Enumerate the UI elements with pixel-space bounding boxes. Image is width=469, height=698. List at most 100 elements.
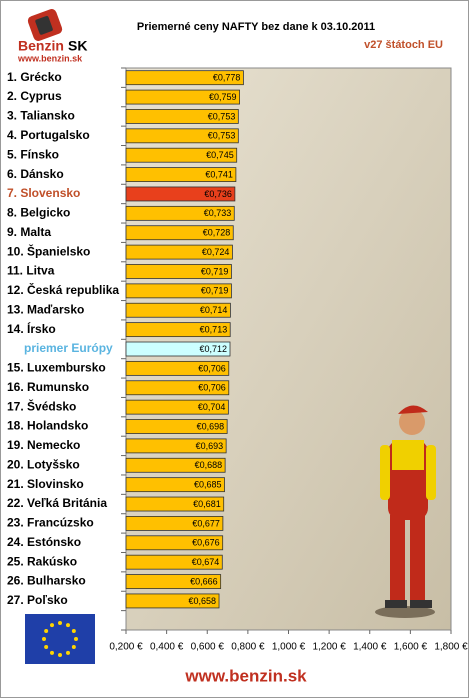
value-label: €0,724: [202, 247, 230, 257]
bar: [125, 186, 236, 202]
bar: [125, 516, 224, 531]
footer-url: www.benzin.sk: [184, 666, 307, 685]
category-label: 14. Írsko: [7, 321, 56, 336]
value-label: €0,674: [192, 557, 220, 567]
x-tick-label: 1,600 €: [394, 642, 428, 653]
bar: [125, 264, 232, 279]
flag-star: [66, 650, 70, 655]
bar: [125, 554, 223, 570]
category-label: 10. Španielsko: [7, 243, 90, 258]
category-label: 26. Bulharsko: [7, 574, 86, 588]
flag-star: [50, 650, 54, 655]
category-label: priemer Európy: [24, 341, 113, 355]
category-label: 18. Holandsko: [7, 419, 88, 433]
value-label: €0,688: [195, 460, 223, 470]
category-label: 15. Luxembursko: [7, 361, 106, 375]
bar: [125, 128, 239, 144]
value-label: €0,706: [198, 383, 226, 393]
category-label: 6. Dánsko: [7, 167, 64, 181]
value-label: €0,698: [197, 421, 225, 431]
x-tick-label: 0,400 €: [150, 642, 184, 653]
bar: [125, 438, 227, 454]
value-label: €0,719: [201, 286, 229, 296]
value-label: €0,713: [200, 324, 228, 334]
bar: [125, 593, 220, 609]
x-tick-label: 1,000 €: [272, 642, 306, 653]
value-label: €0,685: [194, 480, 222, 490]
value-label: €0,745: [206, 150, 234, 160]
value-label: €0,759: [209, 92, 237, 102]
value-label: €0,778: [213, 73, 241, 83]
value-label: €0,719: [201, 266, 229, 276]
bar: [125, 147, 238, 163]
value-label: €0,677: [192, 518, 220, 528]
bar: [125, 70, 244, 86]
value-label: €0,712: [199, 344, 227, 354]
bar: [125, 225, 234, 241]
category-label: 19. Nemecko: [7, 438, 80, 452]
category-label: 13. Maďarsko: [7, 302, 84, 316]
flag-star: [42, 637, 46, 641]
bar: [125, 360, 230, 376]
mascot: [375, 405, 436, 618]
logo-name: Benzin: [18, 38, 64, 54]
category-label: 5. Fínsko: [7, 147, 59, 161]
bar: [125, 341, 231, 357]
category-label: 27. Poľsko: [7, 593, 68, 607]
value-label: €0,714: [200, 305, 228, 315]
bar: [125, 302, 231, 318]
x-tick-label: 1,200 €: [312, 642, 346, 653]
bar: [125, 167, 237, 182]
bar: [125, 205, 235, 221]
bar: [125, 574, 222, 589]
value-label: €0,658: [189, 596, 217, 606]
value-label: €0,681: [193, 499, 221, 509]
value-label: €0,736: [204, 189, 232, 199]
flag-star: [44, 645, 49, 649]
category-label: 17. Švédsko: [7, 398, 76, 413]
chart-title: Priemerné ceny NAFTY bez dane k 03.10.20…: [137, 21, 375, 33]
bar: [125, 457, 226, 473]
bar: [125, 322, 231, 338]
category-label: 4. Portugalsko: [7, 128, 90, 142]
category-label: 11. Litva: [7, 264, 55, 278]
flag-star: [44, 629, 49, 633]
category-label: 2. Cyprus: [7, 89, 62, 103]
category-label: 12. Česká republika: [7, 282, 119, 297]
value-label: €0,741: [205, 169, 233, 179]
value-label: €0,728: [203, 228, 231, 238]
category-label: 21. Slovinsko: [7, 477, 84, 491]
x-tick-label: 0,200 €: [109, 642, 143, 653]
value-label: €0,706: [198, 363, 226, 373]
flag-star: [71, 629, 76, 633]
category-label: 3. Taliansko: [7, 109, 75, 123]
value-label: €0,704: [198, 402, 226, 412]
eu-flag: [25, 614, 95, 664]
bar: [125, 399, 229, 415]
category-label: 9. Malta: [7, 225, 51, 239]
category-label: 25. Rakúsko: [7, 554, 77, 568]
flag-star: [71, 645, 76, 649]
category-label: 23. Francúzsko: [7, 516, 94, 530]
flag-star: [74, 637, 78, 641]
x-tick-label: 0,600 €: [191, 642, 225, 653]
bar: [125, 89, 240, 105]
chart-subtitle: v27 štátoch EU: [364, 39, 443, 51]
bar: [125, 244, 233, 260]
flag-star: [50, 623, 54, 628]
category-label: 7. Slovensko: [7, 186, 80, 200]
category-label: 20. Lotyšsko: [7, 457, 80, 471]
value-label: €0,666: [190, 576, 218, 586]
logo: Benzin SK www.benzin.sk: [17, 9, 87, 63]
value-label: €0,733: [204, 208, 232, 218]
bar: [125, 109, 239, 124]
x-tick-label: 0,800 €: [231, 642, 265, 653]
bar: [125, 380, 230, 396]
logo-suffix: SK: [68, 38, 87, 54]
bar: [125, 496, 225, 512]
category-label: 16. Rumunsko: [7, 380, 89, 394]
bar: [125, 477, 225, 493]
category-label: 22. Veľká Británia: [7, 496, 107, 510]
x-tick-label: 1,400 €: [353, 642, 387, 653]
